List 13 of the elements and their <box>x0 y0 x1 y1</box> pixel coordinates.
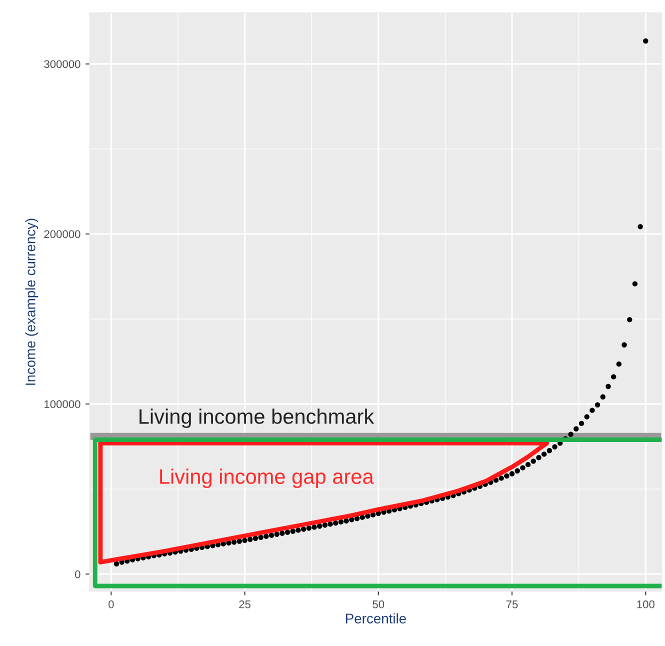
x-tick-label: 50 <box>372 600 384 608</box>
x-axis-title: Percentile <box>346 613 406 624</box>
x-tick-label: 100 <box>637 600 654 608</box>
y-axis-title: Income (example currency) <box>25 218 38 385</box>
y-tick-label: 300000 <box>44 60 80 68</box>
x-tick-label: 75 <box>506 600 518 608</box>
x-tick-label: 25 <box>239 600 250 608</box>
ref-line-label: Living income benchmark <box>140 408 374 428</box>
y-tick-label: 100000 <box>44 400 80 408</box>
annotation: Living income gap area <box>160 468 374 488</box>
y-tick-label: 0 <box>75 570 80 578</box>
x-tick-label: 0 <box>108 600 114 608</box>
y-tick-label: 200000 <box>44 230 80 238</box>
